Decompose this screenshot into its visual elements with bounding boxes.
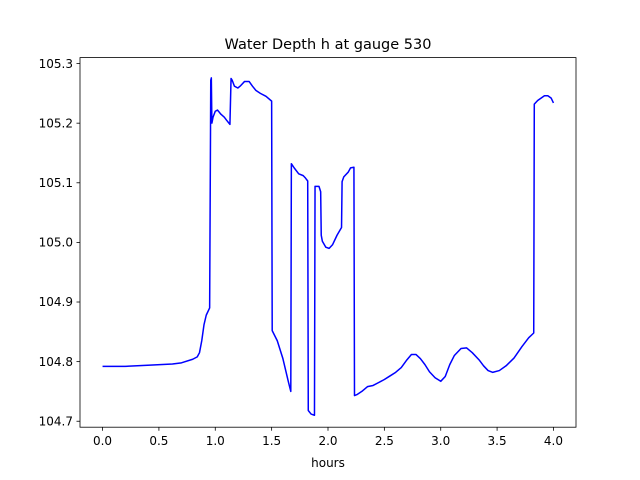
x-tick-label: 1.5: [262, 434, 281, 448]
x-axis-ticks: 0.0 0.5 1.0 1.5 2.0 2.5 3.0 3.5 4.0: [93, 427, 563, 448]
x-tick-label: 0.0: [93, 434, 112, 448]
x-tick-label: 3.5: [488, 434, 507, 448]
y-tick-label: 105.0: [39, 236, 73, 250]
plot-frame: [79, 57, 577, 428]
x-tick-label: 2.0: [318, 434, 337, 448]
y-tick-label: 105.3: [39, 57, 73, 71]
plot-area: [102, 77, 555, 417]
chart-title: Water Depth h at gauge 530: [225, 37, 432, 53]
x-tick-label: 3.0: [431, 434, 450, 448]
series-line-0: [102, 77, 555, 417]
y-tick-label: 105.1: [39, 176, 73, 190]
y-tick-label: 104.8: [39, 355, 73, 369]
y-tick-label: 104.7: [39, 414, 73, 428]
x-tick-label: 0.5: [149, 434, 168, 448]
x-tick-label: 4.0: [544, 434, 563, 448]
x-axis-title: hours: [311, 456, 345, 470]
x-tick-label: 1.0: [206, 434, 225, 448]
x-tick-label: 2.5: [375, 434, 394, 448]
y-axis-ticks: 104.7 104.8 104.9 105.0 105.1 105.2 105.3: [39, 57, 80, 428]
y-tick-label: 105.2: [39, 116, 73, 130]
y-tick-label: 104.9: [39, 295, 73, 309]
